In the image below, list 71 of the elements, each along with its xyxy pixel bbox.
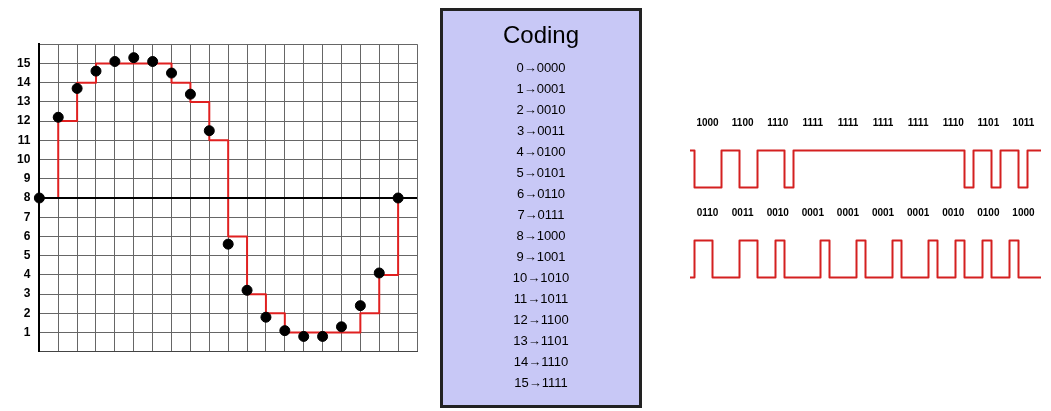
text: 1111 <box>837 116 859 128</box>
text: 1100 <box>731 116 754 128</box>
y-tick-label: 14 <box>16 74 31 89</box>
text: 0001 <box>907 206 930 218</box>
point <box>298 330 310 342</box>
text: 1111 <box>907 116 929 128</box>
point <box>166 67 178 79</box>
point <box>279 325 291 337</box>
point <box>33 192 45 204</box>
text: 0001 <box>801 206 825 218</box>
point <box>222 238 234 250</box>
point <box>184 88 196 100</box>
text: 1→0001 <box>515 80 567 98</box>
y-tick-label: 1 <box>23 324 31 339</box>
y-tick-label: 7 <box>23 209 31 224</box>
point <box>128 52 140 64</box>
text: 2→0010 <box>515 101 567 119</box>
text: 0→0000 <box>515 59 567 77</box>
y-tick-label: 11 <box>17 132 31 147</box>
point <box>90 65 102 77</box>
y-tick-label: 9 <box>23 171 31 186</box>
text: 14→1110 <box>512 353 570 371</box>
text: Coding <box>501 21 581 49</box>
text: 0110 <box>696 206 719 218</box>
text: 0001 <box>871 206 895 218</box>
y-tick-label: 12 <box>16 113 31 128</box>
point <box>335 321 347 333</box>
text: 1110 <box>767 116 789 128</box>
text: 1111 <box>802 116 824 128</box>
text: 1000 <box>696 116 720 128</box>
text: 0011 <box>731 206 754 218</box>
text: 0001 <box>836 206 860 218</box>
text: 1101 <box>977 116 1000 128</box>
point <box>373 267 385 279</box>
text: 9→1001 <box>515 248 567 266</box>
text: 10→1010 <box>511 269 571 287</box>
text: 6→0110 <box>515 185 567 203</box>
text: 4→0100 <box>515 143 567 161</box>
point <box>109 56 121 67</box>
text: 5→0101 <box>515 164 567 182</box>
y-tick-label: 2 <box>23 305 31 320</box>
text: 3→0011 <box>515 122 567 140</box>
text: 12→1100 <box>512 311 570 329</box>
point <box>203 125 215 137</box>
y-tick-label: 13 <box>16 94 31 109</box>
y-tick-label: 8 <box>23 190 31 205</box>
text: 1000 <box>1012 206 1036 218</box>
text: 0100 <box>977 206 1000 218</box>
point <box>354 300 366 312</box>
text: 0010 <box>766 206 790 218</box>
text: 1111 <box>872 116 894 128</box>
text: 1110 <box>942 116 965 128</box>
y-tick-label: 10 <box>16 151 31 166</box>
point <box>71 82 83 94</box>
text: 15→1111 <box>513 374 569 392</box>
text: 0010 <box>942 206 965 218</box>
text: 1011 <box>1012 116 1035 128</box>
point <box>147 56 159 67</box>
y-tick-label: 3 <box>23 286 31 301</box>
y-tick-label: 15 <box>16 55 31 70</box>
text: 8→1000 <box>515 227 567 245</box>
point <box>317 330 329 342</box>
point <box>260 311 272 323</box>
y-tick-label: 4 <box>23 267 31 282</box>
text: 7→0111 <box>516 206 566 224</box>
point <box>52 111 64 123</box>
text: 11→1011 <box>512 290 570 308</box>
y-tick-label: 5 <box>23 247 31 262</box>
text: 13→1101 <box>512 332 570 350</box>
y-tick-label: 6 <box>23 228 31 243</box>
point <box>241 284 253 296</box>
